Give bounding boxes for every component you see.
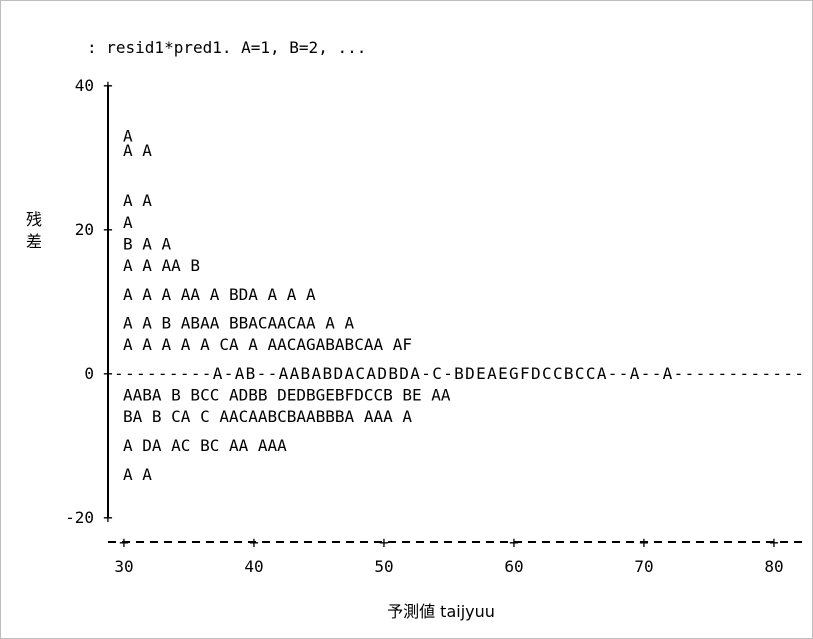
- x-tick-label: 70: [634, 557, 653, 576]
- y-tick-mark: +: [103, 220, 113, 239]
- plot-row: BA B CA C AACAABCBAABBBA AAA A: [123, 407, 412, 426]
- x-tick-mark: +: [119, 533, 129, 552]
- x-tick-label: 80: [764, 557, 783, 576]
- x-tick-mark: +: [769, 533, 779, 552]
- plot-row: A: [123, 213, 133, 232]
- y-tick-label: 40: [75, 76, 94, 95]
- y-tick-label: 0: [84, 364, 94, 383]
- y-axis-label-group: 残差: [26, 210, 42, 251]
- x-axis: +30 +40 +50 +60 +70 +80: [108, 533, 804, 576]
- y-tick-mark: +: [103, 76, 113, 95]
- plot-row: A A: [123, 141, 152, 160]
- plot-row: A A: [123, 465, 152, 484]
- plot-row: A A: [123, 191, 152, 210]
- plot-row: B A A: [123, 234, 172, 253]
- plot-rows: A A A A A A: [114, 126, 804, 483]
- plot-row: A A A A A CA A AACAGABABCAA AF: [123, 335, 412, 354]
- plot-row: A DA AC BC AA AAA: [123, 436, 287, 455]
- zero-reference-row: ---------A-AB--AABABDACADBDA-C-BDEAEGFDC…: [114, 364, 804, 383]
- y-tick-label: -20: [65, 508, 94, 527]
- y-axis-label-char: 残: [26, 210, 42, 229]
- chart-title: : resid1*pred1. A=1, B=2, ...: [87, 38, 366, 57]
- plot-row: A A A AA A BDA A A A: [123, 285, 316, 304]
- y-axis: 40 +20 +0 + -20 +: [65, 76, 113, 527]
- plot-row: A: [123, 126, 133, 145]
- plot-row: AABA B BCC ADBB DEDBGEBFDCCB BE AA: [123, 386, 451, 405]
- y-axis-label-char: 差: [26, 232, 42, 251]
- x-tick-mark: +: [249, 533, 259, 552]
- y-tick-mark: +: [103, 364, 113, 383]
- y-tick-mark: +: [103, 508, 113, 527]
- x-tick-label: 50: [374, 557, 393, 576]
- x-axis-label: 予測値 taijyuu: [387, 602, 495, 621]
- plot-row: A A AA B: [123, 256, 200, 275]
- x-tick-mark: +: [379, 533, 389, 552]
- title-group: : resid1*pred1. A=1, B=2, ...: [87, 38, 366, 57]
- x-tick-label: 60: [504, 557, 523, 576]
- x-tick-mark: +: [509, 533, 519, 552]
- y-tick-label: 20: [75, 220, 94, 239]
- plot-row: A A B ABAA BBACAACAA A A: [123, 314, 355, 333]
- x-tick-label: 40: [244, 557, 263, 576]
- x-tick-mark: +: [639, 533, 649, 552]
- x-tick-label: 30: [114, 557, 133, 576]
